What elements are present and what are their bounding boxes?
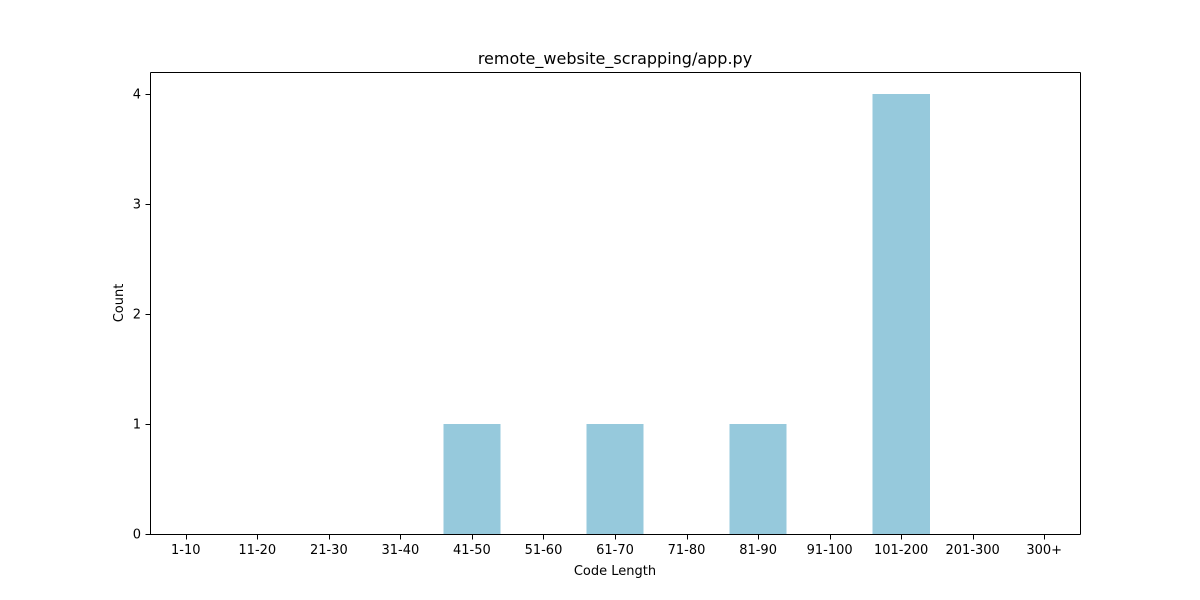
- y-tick-label: 2: [133, 308, 141, 323]
- x-tick-label: 91-100: [807, 543, 853, 558]
- bar-41-50: [443, 424, 501, 534]
- x-ticks-group: 1-10 11-20 21-30 31-40 41-50 51-60 61-70 71-80 8…: [171, 534, 1062, 558]
- x-tick-label: 201-300: [946, 543, 1000, 558]
- bar-61-70: [586, 424, 644, 534]
- x-tick-label: 51-60: [525, 543, 563, 558]
- x-tick-label: 300+: [1026, 543, 1062, 558]
- x-tick-label: 61-70: [596, 543, 634, 558]
- y-tick-label: 4: [133, 88, 141, 103]
- x-tick-label: 81-90: [739, 543, 777, 558]
- bars-group: [443, 94, 930, 534]
- x-axis-label: Code Length: [574, 564, 656, 579]
- y-tick-label: 0: [133, 528, 141, 543]
- x-tick-label: 71-80: [668, 543, 706, 558]
- y-ticks-group: 0 1 2 3 4: [133, 88, 151, 543]
- bar-81-90: [729, 424, 787, 534]
- x-tick-label: 1-10: [171, 543, 201, 558]
- x-tick-label: 31-40: [381, 543, 419, 558]
- chart-title: remote_website_scrapping/app.py: [478, 49, 752, 69]
- x-tick-label: 11-20: [238, 543, 276, 558]
- y-axis-label: Count: [112, 284, 127, 323]
- x-tick-label: 21-30: [310, 543, 348, 558]
- x-tick-label: 41-50: [453, 543, 491, 558]
- bar-101-200: [872, 94, 930, 534]
- x-tick-label: 101-200: [874, 543, 928, 558]
- y-tick-label: 3: [133, 198, 141, 213]
- y-tick-label: 1: [133, 418, 141, 433]
